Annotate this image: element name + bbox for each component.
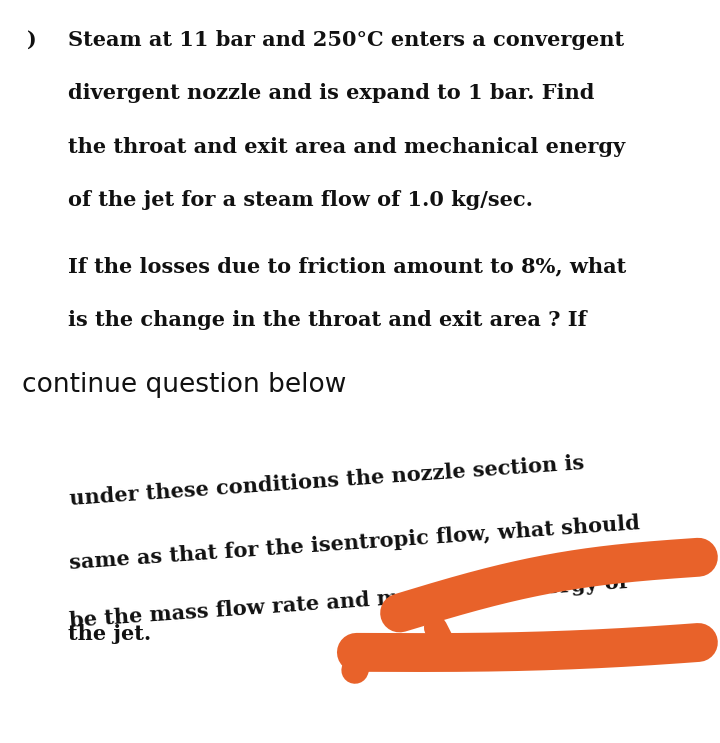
Text: same as that for the isentropic flow, what should: same as that for the isentropic flow, wh… (68, 513, 640, 573)
Text: is the change in the throat and exit area ? If: is the change in the throat and exit are… (68, 310, 587, 330)
Text: the throat and exit area and mechanical energy: the throat and exit area and mechanical … (68, 137, 626, 157)
Text: divergent nozzle and is expand to 1 bar. Find: divergent nozzle and is expand to 1 bar.… (68, 83, 595, 103)
Text: ): ) (27, 30, 37, 50)
Text: the jet.: the jet. (68, 624, 152, 644)
Text: If the losses due to friction amount to 8%, what: If the losses due to friction amount to … (68, 256, 626, 276)
Text: Steam at 11 bar and 250°C enters a convergent: Steam at 11 bar and 250°C enters a conve… (68, 30, 624, 50)
Text: under these conditions the nozzle section is: under these conditions the nozzle sectio… (68, 453, 585, 509)
Text: continue question below: continue question below (22, 372, 346, 398)
Text: be the mass flow rate and mechanical energy of: be the mass flow rate and mechanical ene… (68, 572, 628, 631)
Text: of the jet for a steam flow of 1.0 kg/sec.: of the jet for a steam flow of 1.0 kg/se… (68, 190, 534, 210)
